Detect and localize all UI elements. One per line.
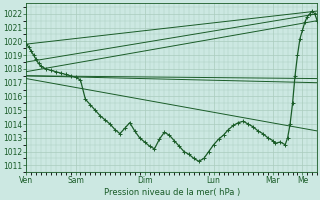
X-axis label: Pression niveau de la mer( hPa ): Pression niveau de la mer( hPa ) [104,188,240,197]
